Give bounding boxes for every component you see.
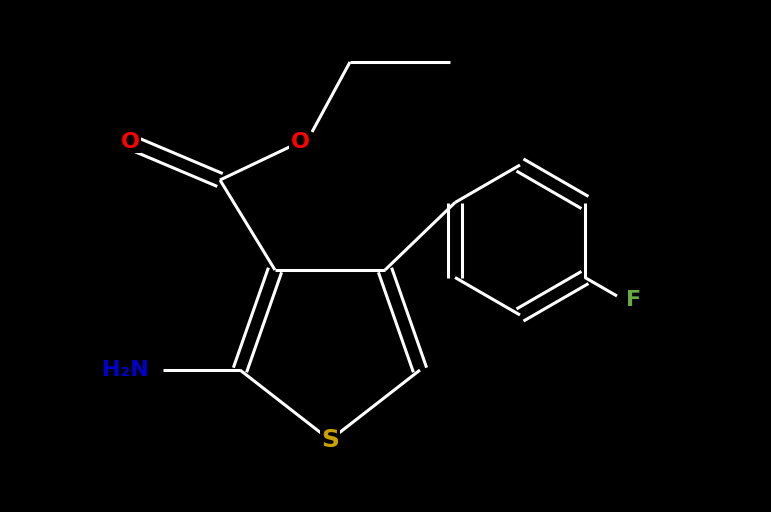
Text: F: F: [626, 290, 641, 310]
Text: O: O: [291, 132, 309, 152]
Text: O: O: [120, 132, 140, 152]
Text: S: S: [321, 428, 339, 452]
Text: H₂N: H₂N: [102, 360, 148, 380]
